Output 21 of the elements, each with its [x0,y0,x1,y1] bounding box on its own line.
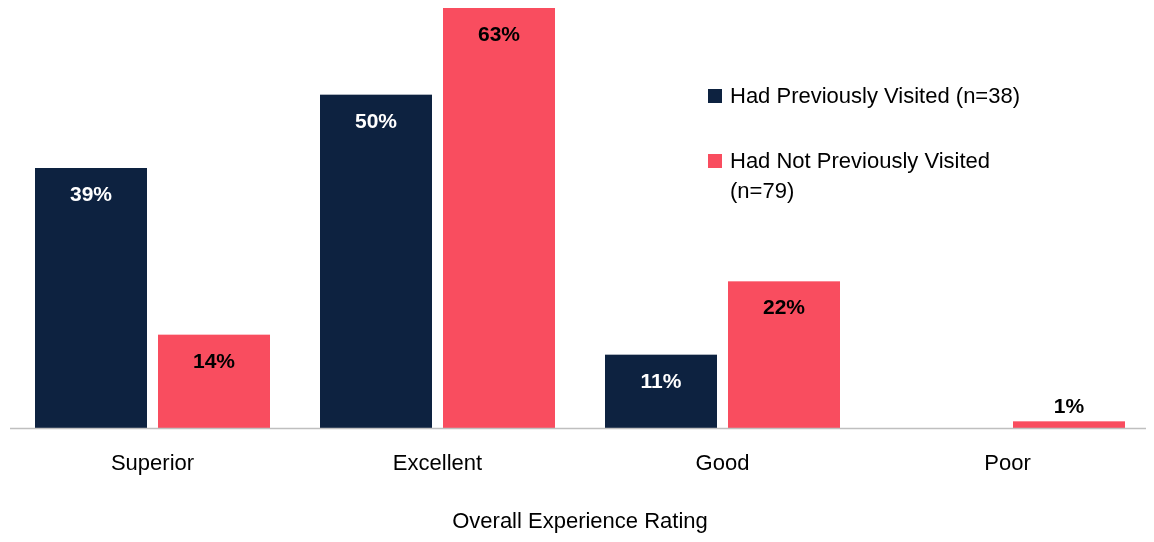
data-label: 22% [762,295,806,319]
legend-label: Had Not Previously Visited (n=79) [730,148,991,203]
bar [320,94,432,428]
data-label: 11% [640,368,682,392]
data-label: 50% [354,108,398,132]
x-tick-label: Excellent [392,450,483,475]
bar [158,334,270,428]
data-label: 39% [69,182,113,205]
x-tick-label: Good [695,450,750,475]
legend-label: Had Previously Visited (n=38) [730,83,1021,108]
x-tick-label: Superior [110,450,195,475]
bar [443,8,555,428]
bar [35,168,147,428]
bar [605,354,717,428]
data-label: 63% [477,22,521,45]
bar [1013,421,1125,428]
data-label: 1% [1053,394,1085,418]
x-tick-label: Poor [984,450,1031,475]
x-axis-title: Overall Experience Rating [452,508,708,533]
data-label: 14% [192,348,236,372]
bar [728,281,840,428]
